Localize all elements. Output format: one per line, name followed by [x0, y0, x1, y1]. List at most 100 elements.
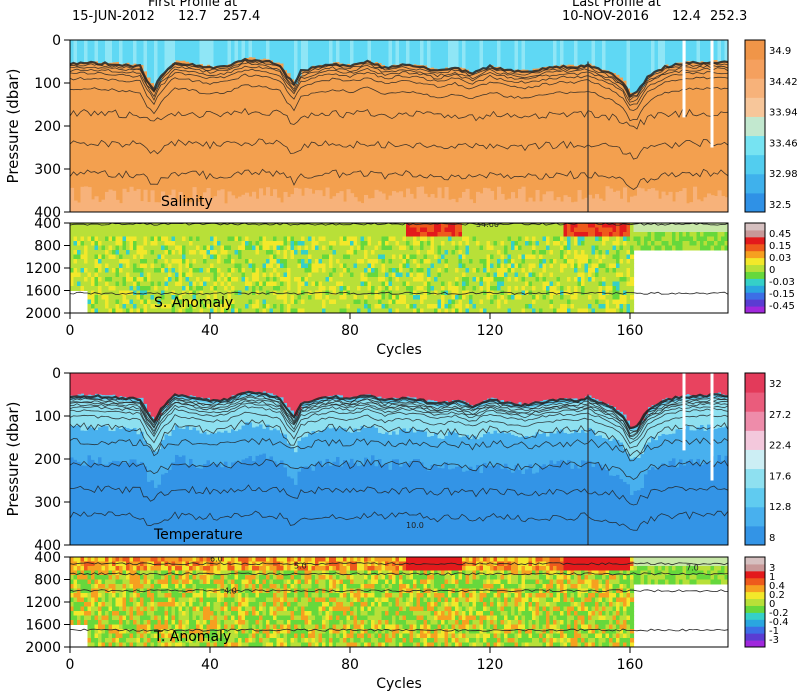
- mixed-layer-cell: [252, 40, 257, 58]
- anomaly-cell: [248, 268, 253, 273]
- anomaly-cell: [458, 263, 463, 269]
- anomaly-cell: [462, 308, 467, 313]
- temp-thermocline-cell: [458, 405, 463, 438]
- anomaly-cell: [301, 268, 306, 273]
- anomaly-cell: [199, 223, 204, 228]
- anomaly-cell: [98, 642, 103, 647]
- temp-thermocline-cell: [353, 401, 358, 429]
- anomaly-cell: [206, 277, 211, 282]
- anomaly-cell: [108, 308, 113, 313]
- temp-band-cell: [329, 428, 334, 466]
- anomaly-cell: [126, 584, 131, 589]
- anomaly-cell: [325, 245, 330, 251]
- mixed-layer-cell: [259, 373, 264, 393]
- anomaly-cell: [161, 277, 166, 282]
- anomaly-cell: [434, 304, 439, 309]
- mixed-layer-cell: [353, 40, 358, 64]
- anomaly-cell: [385, 250, 390, 255]
- anomaly-cell: [143, 241, 148, 246]
- anomaly-cell: [91, 299, 96, 305]
- anomaly-cell: [374, 241, 379, 246]
- anomaly-cell: [462, 268, 467, 273]
- anomaly-cell: [381, 232, 386, 237]
- mixed-layer-cell: [476, 40, 481, 72]
- anomaly-cell: [339, 263, 344, 269]
- mixed-layer-cell: [441, 40, 446, 69]
- anomaly-cell: [444, 241, 449, 246]
- temp-thermocline-cell: [126, 401, 131, 429]
- anomaly-cell: [388, 232, 393, 237]
- anomaly-cell: [185, 268, 190, 273]
- temp-thermocline-cell: [311, 404, 316, 432]
- anomaly-cell: [266, 272, 271, 278]
- anomaly-cell: [98, 579, 103, 585]
- anomaly-cell: [325, 286, 330, 291]
- anomaly-cell: [364, 286, 369, 291]
- anomaly-cell: [602, 232, 607, 237]
- anomaly-cell: [140, 277, 145, 282]
- anomaly-cell: [455, 290, 460, 296]
- anomaly-cell: [588, 272, 593, 278]
- temp-deep-cell: [213, 463, 218, 545]
- anomaly-cell: [703, 236, 708, 242]
- anomaly-cell: [255, 290, 260, 296]
- anomaly-cell: [612, 263, 617, 269]
- anomaly-cell: [115, 281, 120, 287]
- anomaly-cell: [479, 272, 484, 278]
- anomaly-cell: [94, 629, 99, 634]
- temp-deep-cell: [518, 469, 523, 545]
- anomaly-cell: [77, 236, 82, 242]
- mixed-layer-cell: [346, 373, 351, 398]
- anomaly-cell: [724, 232, 728, 237]
- anomaly-cell: [241, 223, 246, 228]
- anomaly-cell: [465, 299, 470, 305]
- anomaly-cell: [392, 232, 397, 237]
- anomaly-cell: [108, 295, 113, 300]
- anomaly-cell: [252, 241, 257, 246]
- anomaly-cell: [87, 232, 92, 237]
- anomaly-cell: [196, 263, 201, 269]
- mixed-layer-cell: [297, 373, 302, 411]
- anomaly-cell: [364, 241, 369, 246]
- anomaly-cell: [332, 254, 337, 260]
- anomaly-cell: [430, 268, 435, 273]
- mixed-layer-cell: [602, 40, 607, 70]
- anomaly-cell: [98, 286, 103, 291]
- anomaly-cell: [276, 232, 281, 237]
- anomaly-cell: [154, 281, 159, 287]
- anomaly-cell: [108, 259, 113, 264]
- anomaly-cell: [423, 268, 428, 273]
- anomaly-cell: [441, 286, 446, 291]
- mixed-layer-cell: [133, 373, 138, 399]
- anomaly-cell: [595, 277, 600, 282]
- temp-deep-cell: [154, 487, 159, 545]
- temp-deep-cell: [444, 462, 449, 545]
- anomaly-cell: [322, 263, 327, 269]
- mixed-layer-cell: [171, 373, 176, 396]
- anomaly-cell: [409, 223, 414, 228]
- anomaly-cell: [514, 290, 519, 296]
- sal-deep-cell: [322, 196, 327, 212]
- anomaly-cell: [577, 254, 582, 260]
- anomaly-cell: [129, 272, 134, 278]
- anomaly-cell: [287, 227, 292, 233]
- anomaly-cell: [105, 638, 110, 643]
- anomaly-cell: [101, 638, 106, 643]
- temp-band-cell: [577, 432, 582, 469]
- mixed-layer-cell: [322, 40, 327, 66]
- anomaly-cell: [266, 263, 271, 269]
- temp-thermocline-cell: [241, 396, 246, 426]
- temp-thermocline-cell: [175, 397, 180, 426]
- anomaly-cell: [119, 566, 124, 571]
- sal-deep-cell: [175, 201, 180, 212]
- temp-deep-cell: [479, 473, 484, 545]
- anomaly-cell: [542, 281, 547, 287]
- anomaly-cell: [129, 295, 134, 300]
- anomaly-cell: [80, 584, 85, 589]
- anomaly-cell: [336, 241, 341, 246]
- anomaly-cell: [693, 227, 698, 233]
- temp-thermocline-cell: [129, 401, 134, 430]
- anomaly-cell: [409, 259, 414, 264]
- anomaly-cell: [98, 268, 103, 273]
- sal-deep-cell: [549, 191, 554, 212]
